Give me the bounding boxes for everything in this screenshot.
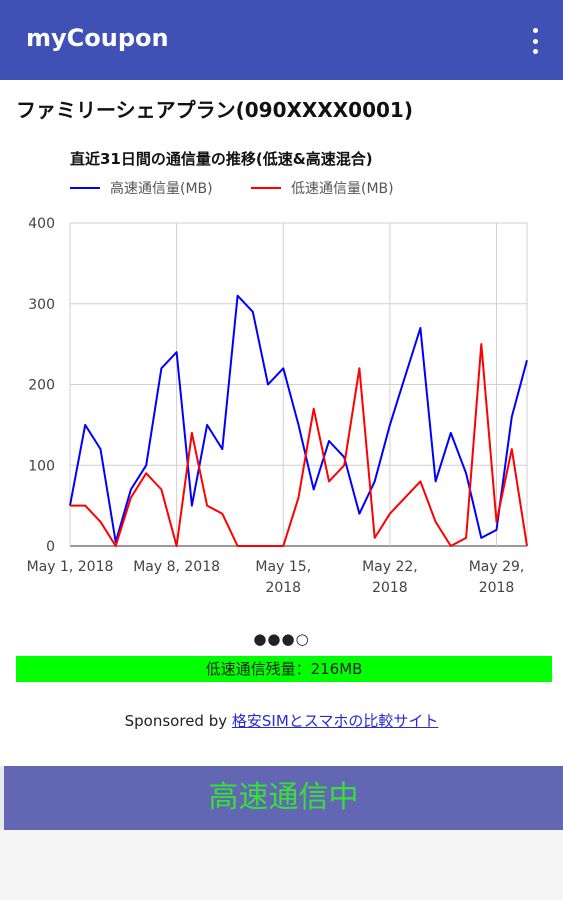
legend-label-1: 低速通信量(MB) (291, 181, 394, 197)
x-tick-label: May 1, 2018 (27, 559, 114, 575)
legend-label-0: 高速通信量(MB) (110, 180, 213, 197)
left-edge (0, 766, 4, 830)
remaining-low-speed-bar: 低速通信残量：216MB (16, 656, 552, 682)
x-tick-label: 2018 (372, 580, 408, 596)
chart-title: 直近31日間の通信量の推移(低速&高速混合) (70, 150, 373, 168)
speed-status-button[interactable]: 高速通信中 (4, 766, 563, 830)
bottom-area (0, 830, 563, 900)
y-tick-label: 300 (28, 297, 55, 313)
more-vert-icon[interactable] (525, 24, 545, 58)
series-line-1 (70, 343, 528, 547)
plan-title: ファミリーシェアプラン(090XXXX0001) (16, 98, 413, 122)
main-content: ファミリーシェアプラン(090XXXX0001) 直近31日間の通信量の推移(低… (0, 80, 563, 766)
y-tick-label: 200 (28, 378, 55, 394)
sponsor-link[interactable]: 格安SIMとスマホの比較サイト (231, 712, 439, 730)
sponsor-text: Sponsored by 格安SIMとスマホの比較サイト (0, 710, 563, 731)
x-tick-label: May 29, (469, 559, 525, 575)
y-tick-label: 0 (46, 539, 55, 555)
x-tick-label: May 15, (255, 559, 311, 575)
app-title: myCoupon (26, 24, 169, 52)
y-tick-label: 400 (28, 216, 55, 232)
page-indicator[interactable]: ●●●○ (253, 630, 310, 648)
series-line-0 (69, 294, 528, 543)
x-tick-label: May 22, (362, 559, 418, 575)
app-bar: myCoupon (0, 0, 563, 80)
usage-chart: 直近31日間の通信量の推移(低速&高速混合) 高速通信量(MB) 低速通信量(MB)… (27, 150, 528, 596)
sponsor-prefix: Sponsored by (124, 712, 228, 730)
y-tick-label: 100 (28, 458, 55, 474)
x-tick-label: 2018 (479, 580, 515, 596)
x-tick-label: 2018 (265, 580, 301, 596)
x-tick-label: May 8, 2018 (133, 559, 220, 575)
